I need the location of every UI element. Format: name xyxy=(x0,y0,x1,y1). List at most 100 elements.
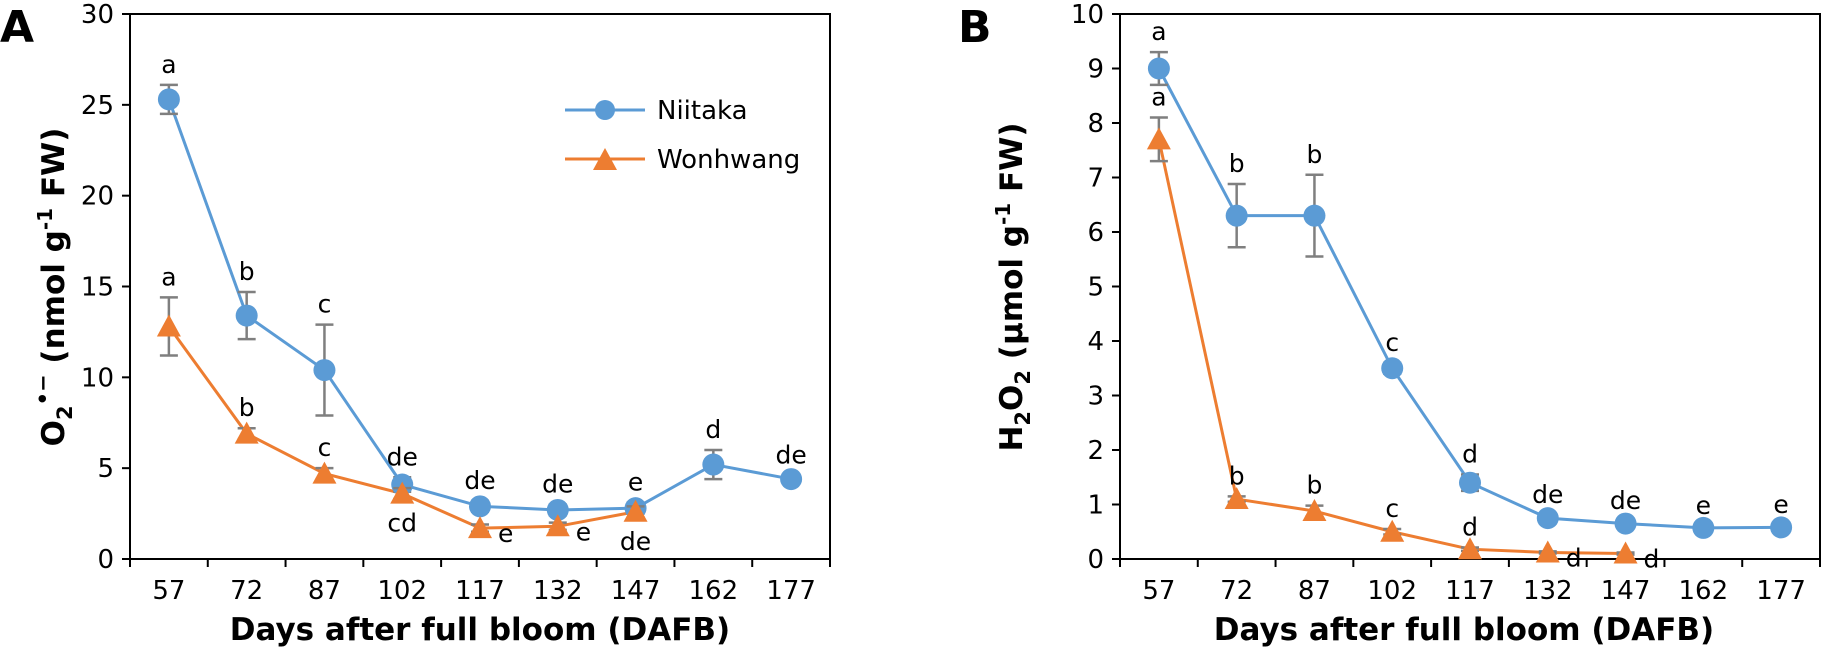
panel-a-sig-label-niitaka: de xyxy=(542,470,573,499)
panel-b-x-tick-label: 162 xyxy=(1679,576,1729,606)
panel-a-sig-label-wonhwang: de xyxy=(620,527,651,556)
panel-a-point-wonhwang xyxy=(468,516,492,539)
panel-a-point-wonhwang xyxy=(390,481,415,504)
panel-a-y-tick-label: 10 xyxy=(81,363,114,393)
panel-b-point-niitaka xyxy=(1770,516,1793,539)
panel-b-y-tick-label: 5 xyxy=(1087,273,1104,303)
panel-a-sig-label-niitaka: a xyxy=(161,50,176,79)
panel-b-point-wonhwang xyxy=(1535,540,1560,563)
panel-b-label: B xyxy=(958,2,992,53)
panel-a-sig-label-niitaka: b xyxy=(239,257,255,286)
panel-a-y-tick-label: 30 xyxy=(81,0,114,30)
panel-b-x-tick-label: 72 xyxy=(1220,576,1253,606)
panel-a-point-niitaka xyxy=(469,495,491,518)
panel-a-point-niitaka xyxy=(313,359,336,382)
panel-b-sig-label-wonhwang: d xyxy=(1644,545,1660,574)
panel-b-point-niitaka xyxy=(1536,507,1559,530)
panel-b-sig-label-niitaka: a xyxy=(1151,17,1166,46)
panel-b-point-niitaka xyxy=(1225,204,1248,227)
panel-b-y-tick-label: 6 xyxy=(1087,218,1104,248)
panel-b-y-tick-label: 8 xyxy=(1087,109,1104,139)
panel-a-x-tick-label: 72 xyxy=(230,576,263,606)
panel-b-point-niitaka xyxy=(1614,512,1637,535)
panel-a-sig-label-niitaka: de xyxy=(775,440,806,469)
panel-a-y-tick-label: 20 xyxy=(81,182,114,212)
panel-b-y-tick-label: 1 xyxy=(1087,491,1104,521)
panel-a-y-tick-label: 5 xyxy=(97,454,114,484)
panel-a-y-tick-label: 0 xyxy=(97,545,114,575)
panel-a-x-tick-label: 162 xyxy=(689,576,739,606)
legend-marker-niitaka xyxy=(595,100,615,120)
panel-a-point-wonhwang xyxy=(312,461,337,484)
panel-a-sig-label-wonhwang: e xyxy=(576,517,591,546)
panel-a-point-niitaka xyxy=(235,304,258,327)
panel-b-point-niitaka xyxy=(1381,357,1404,380)
panel-a-y-axis-title: O2•− (nmol g-1 FW) xyxy=(31,128,77,447)
panel-a-label: A xyxy=(0,2,34,53)
legend: Niitaka Wonhwang xyxy=(565,96,800,175)
panel-a-sig-label-wonhwang: cd xyxy=(387,509,417,538)
legend-label-niitaka: Niitaka xyxy=(657,96,748,126)
panel-b-y-tick-label: 4 xyxy=(1087,327,1104,357)
panel-b-x-tick-label: 177 xyxy=(1756,576,1806,606)
panel-b-y-tick-label: 2 xyxy=(1087,436,1104,466)
panel-a-point-wonhwang xyxy=(156,314,181,337)
panel-b-y-axis-title: H2O2 (µmol g-1 FW) xyxy=(991,122,1035,451)
panel-a-point-niitaka xyxy=(157,88,180,111)
panel-b-y-tick-label: 7 xyxy=(1087,164,1104,194)
panel-a-x-tick-label: 117 xyxy=(455,576,505,606)
panel-b-sig-label-niitaka: e xyxy=(1773,490,1788,519)
panel-b-y-tick-label: 0 xyxy=(1087,545,1104,575)
panel-a-sig-label-wonhwang: b xyxy=(239,393,255,422)
panel-a-point-niitaka xyxy=(546,498,569,521)
panel-a-point-wonhwang xyxy=(545,514,570,537)
panel-b: B Days after full bloom (DAFB) H2O2 (µmo… xyxy=(958,0,1821,648)
panel-b-x-tick-label: 147 xyxy=(1601,576,1651,606)
panel-b-y-tick-label: 9 xyxy=(1087,55,1104,85)
panel-a-x-tick-label: 147 xyxy=(611,576,661,606)
panel-a-point-wonhwang xyxy=(234,421,259,444)
panel-a-sig-label-niitaka: d xyxy=(705,415,721,444)
panel-b-x-tick-label: 117 xyxy=(1445,576,1495,606)
panel-a-point-wonhwang xyxy=(623,499,648,522)
panel-b-y-tick-label: 3 xyxy=(1087,382,1104,412)
panel-a-x-tick-label: 57 xyxy=(152,576,185,606)
panel-b-sig-label-niitaka: b xyxy=(1307,140,1323,169)
legend-marker-wonhwang xyxy=(593,148,617,170)
panel-a-sig-label-niitaka: e xyxy=(628,468,643,497)
panel-a-sig-label-niitaka: de xyxy=(464,466,495,495)
panel-a: A Days after full bloom (DAFB) O2•− (nmo… xyxy=(0,0,831,648)
panel-b-point-niitaka xyxy=(1459,471,1481,494)
panel-b-x-tick-label: 102 xyxy=(1367,576,1417,606)
panel-b-sig-label-wonhwang: d xyxy=(1462,513,1478,542)
panel-a-sig-label-wonhwang: a xyxy=(161,262,176,291)
panel-b-point-wonhwang xyxy=(1146,127,1171,150)
panel-b-sig-label-wonhwang: d xyxy=(1566,543,1582,572)
panel-b-x-tick-label: 57 xyxy=(1142,576,1175,606)
panel-b-x-tick-label: 132 xyxy=(1523,576,1573,606)
panel-b-x-axis-title: Days after full bloom (DAFB) xyxy=(1214,612,1714,648)
panel-b-point-wonhwang xyxy=(1302,499,1327,522)
panel-a-y-tick-label: 25 xyxy=(81,91,114,121)
panel-a-x-tick-label: 177 xyxy=(766,576,816,606)
panel-a-sig-label-wonhwang: e xyxy=(498,519,513,548)
panel-a-x-tick-label: 102 xyxy=(377,576,427,606)
panel-a-x-tick-label: 87 xyxy=(308,576,341,606)
panel-b-point-wonhwang xyxy=(1458,537,1482,560)
panel-b-sig-label-niitaka: e xyxy=(1696,491,1711,520)
panel-b-sig-label-wonhwang: c xyxy=(1385,494,1399,523)
panel-b-sig-label-niitaka: d xyxy=(1462,440,1478,469)
panel-a-point-niitaka xyxy=(780,468,803,491)
panel-a-sig-label-wonhwang: c xyxy=(318,433,332,462)
panel-a-sig-label-niitaka: c xyxy=(318,290,332,319)
panel-b-point-wonhwang xyxy=(1613,541,1638,564)
panel-b-point-wonhwang xyxy=(1224,487,1249,510)
panel-b-point-niitaka xyxy=(1303,204,1326,227)
panel-a-y-tick-label: 15 xyxy=(81,273,114,303)
panel-a-sig-label-niitaka: de xyxy=(387,442,418,471)
panel-b-sig-label-wonhwang: b xyxy=(1229,461,1245,490)
panel-b-x-tick-label: 87 xyxy=(1298,576,1331,606)
panel-b-sig-label-niitaka: de xyxy=(1610,486,1641,515)
panel-b-sig-label-wonhwang: b xyxy=(1307,471,1323,500)
